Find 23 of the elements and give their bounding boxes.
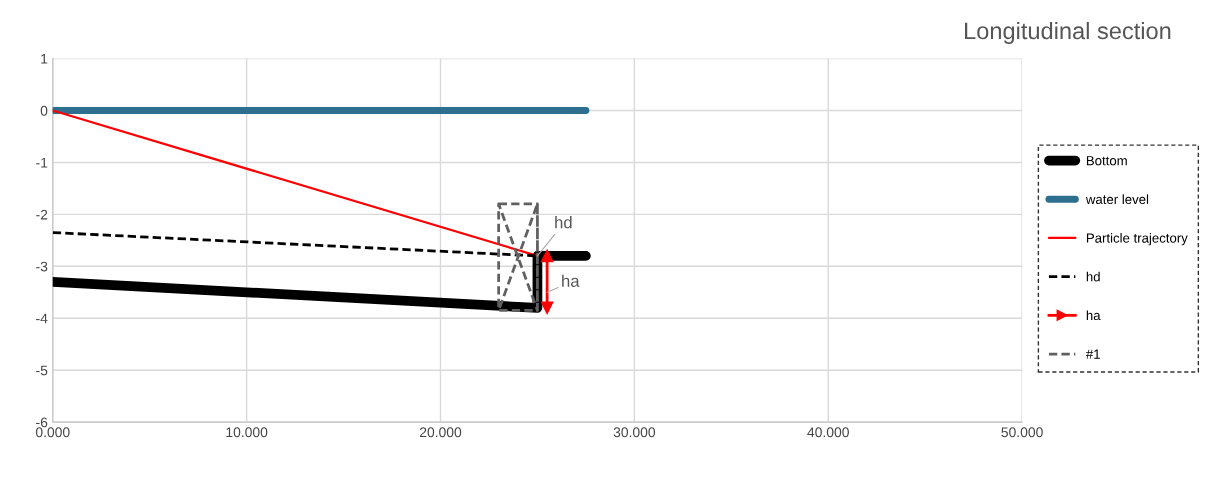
x-tick-label: 10.000 [226,427,268,438]
y-tick-label: -5 [36,365,48,376]
y-tick-label: -1 [36,157,48,168]
x-tick-label: 40.000 [807,427,849,438]
legend-label: hd [1086,271,1100,282]
legend-label: Particle trajectory [1086,233,1188,246]
x-tick-label: 0.000 [35,427,70,438]
y-tick-label: 1 [41,54,48,64]
y-tick-label: -3 [36,261,48,272]
x-tick-label: 30.000 [613,427,656,438]
chart-title: Longitudinal section [965,21,1171,44]
annotation: ha [562,274,580,287]
x-tick-label: 50.000 [1001,427,1043,438]
y-tick-label: -4 [36,313,48,324]
y-tick-label: 0 [40,105,48,116]
legend-label: water level [1085,194,1149,205]
y-tick-label: -6 [36,417,48,428]
annotation: hd [555,216,572,229]
legend-label: Bottom [1086,156,1127,166]
legend-label: #1 [1085,349,1100,359]
legend-label: ha [1086,310,1101,321]
y-tick-label: -2 [36,209,48,220]
x-tick-label: 20.000 [419,427,462,438]
